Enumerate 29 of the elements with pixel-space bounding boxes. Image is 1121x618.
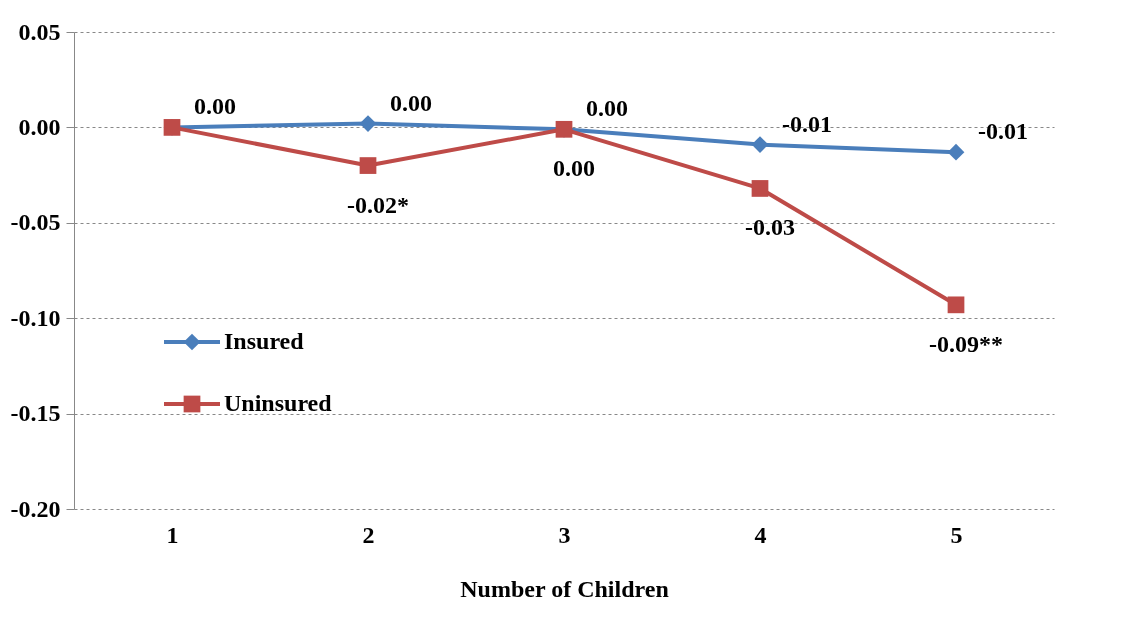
data-label: -0.01 [978,118,1028,145]
y-tick-label: -0.10 [10,304,61,331]
data-label: -0.03 [745,214,795,241]
data-label: 0.00 [586,95,628,122]
data-label: -0.02* [347,191,409,218]
y-tick-label: -0.15 [10,400,61,427]
legend-label: Uninsured [224,390,333,416]
point [751,136,769,153]
x-tick-label: 3 [558,521,571,548]
point [751,180,769,197]
data-label: 0.00 [553,155,595,182]
legend-label: Insured [224,328,305,354]
point [947,296,965,314]
data-label: -0.01 [782,110,832,137]
x-axis-title: Number of Children [460,575,669,602]
x-tick-label: 1 [166,521,179,548]
data-label: -0.09** [929,330,1003,357]
data-label: 0.00 [390,89,432,116]
point [947,143,965,161]
y-tick-label: -0.05 [10,209,61,236]
x-tick-label: 2 [362,521,375,548]
point [359,157,377,174]
x-tick-label: 5 [950,521,963,548]
y-tick-label: -0.20 [10,495,61,522]
y-tick-label: 0.00 [18,113,61,140]
point [359,115,377,132]
y-tick-label: 0.05 [18,18,61,45]
data-label: 0.00 [194,93,236,120]
x-tick-label: 4 [754,521,767,548]
